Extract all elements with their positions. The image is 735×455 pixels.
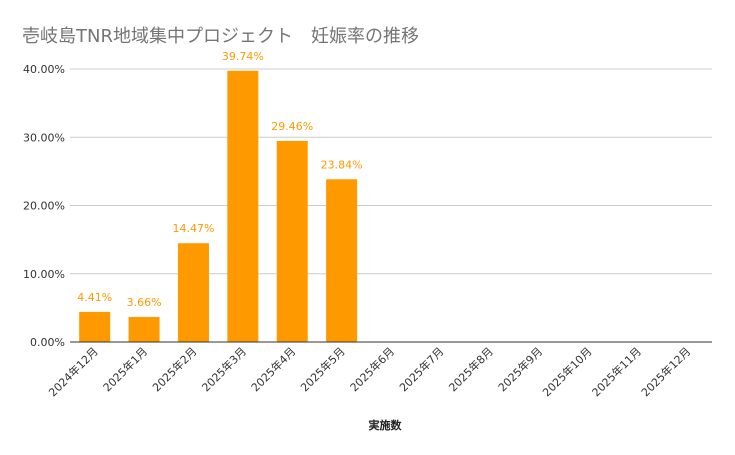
bar (128, 317, 160, 342)
x-tick-label: 2025年8月 (446, 344, 496, 394)
bar (227, 70, 259, 342)
x-tick-label: 2025年1月 (100, 344, 150, 394)
data-label: 3.66% (127, 296, 162, 309)
x-tick-label: 2025年10月 (540, 344, 595, 399)
y-tick-label: 40.00% (23, 63, 65, 76)
x-tick-label: 2025年2月 (149, 344, 199, 394)
x-tick-label: 2025年9月 (495, 344, 545, 394)
data-label: 29.46% (271, 120, 313, 133)
data-label: 4.41% (77, 291, 112, 304)
bar (276, 140, 308, 342)
x-tick-label: 2025年5月 (298, 344, 348, 394)
data-label: 14.47% (172, 222, 214, 235)
x-tick-label: 2024年12月 (46, 344, 101, 399)
y-tick-label: 10.00% (23, 268, 65, 281)
x-tick-label: 2025年6月 (347, 344, 397, 394)
x-tick-label: 2025年11月 (589, 344, 644, 399)
y-tick-label: 0.00% (30, 336, 65, 349)
y-tick-label: 20.00% (23, 200, 65, 213)
bar (177, 243, 209, 342)
data-label: 23.84% (321, 158, 363, 171)
bar (79, 311, 111, 342)
x-tick-label: 2025年7月 (396, 344, 446, 394)
x-tick-label: 2025年4月 (248, 344, 298, 394)
x-tick-label: 2025年12月 (638, 344, 693, 399)
x-axis-label: 実施数 (368, 419, 402, 432)
bar (326, 179, 358, 342)
data-label: 39.74% (222, 50, 264, 63)
x-tick-label: 2025年3月 (199, 344, 249, 394)
chart-title: 壱岐島TNR地域集中プロジェクト 妊娠率の推移 (22, 26, 419, 47)
y-tick-label: 30.00% (23, 131, 65, 144)
